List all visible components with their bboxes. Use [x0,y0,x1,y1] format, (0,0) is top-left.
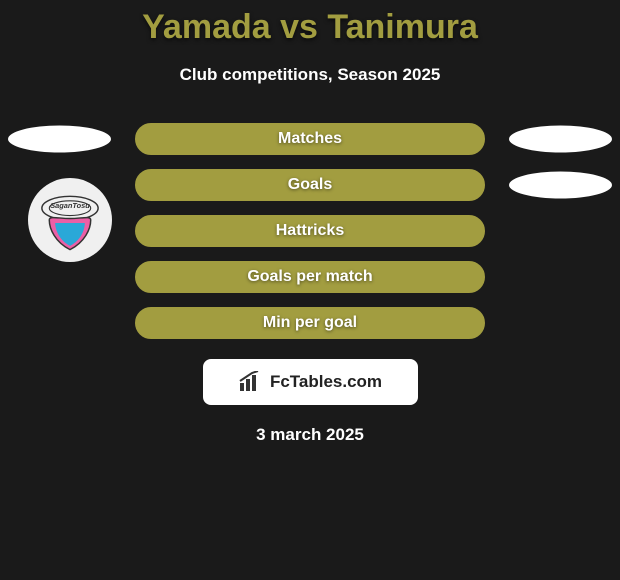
stat-label: Min per goal [263,314,357,332]
brand-label: FcTables.com [270,372,382,392]
stat-row: 33Matches [0,123,620,155]
subtitle: Club competitions, Season 2025 [0,65,620,85]
player-right-oval [509,172,612,199]
page-title: Yamada vs Tanimura [0,8,620,47]
stat-bar: Min per goal [135,307,485,339]
player-left-oval [8,126,111,153]
comparison-card: Yamada vs Tanimura Club competitions, Se… [0,0,620,445]
stat-bar: Hattricks [135,215,485,247]
stat-bar: Matches [135,123,485,155]
player-right-oval [509,126,612,153]
brand-box[interactable]: FcTables.com [203,359,418,405]
fctables-chart-icon [238,371,264,393]
team-left-logo: SaganTosu [28,178,112,262]
stat-row: Min per goal [0,307,620,339]
date-label: 3 march 2025 [0,425,620,445]
stat-label: Goals [288,176,332,194]
stat-bar: Goals per match [135,261,485,293]
svg-text:SaganTosu: SaganTosu [50,201,90,210]
stat-row: Goals per match [0,261,620,293]
sagantosu-badge-icon: SaganTosu [33,183,107,257]
stat-label: Goals per match [247,268,372,286]
stat-label: Matches [278,130,342,148]
stat-label: Hattricks [276,222,344,240]
stat-bar: Goals [135,169,485,201]
